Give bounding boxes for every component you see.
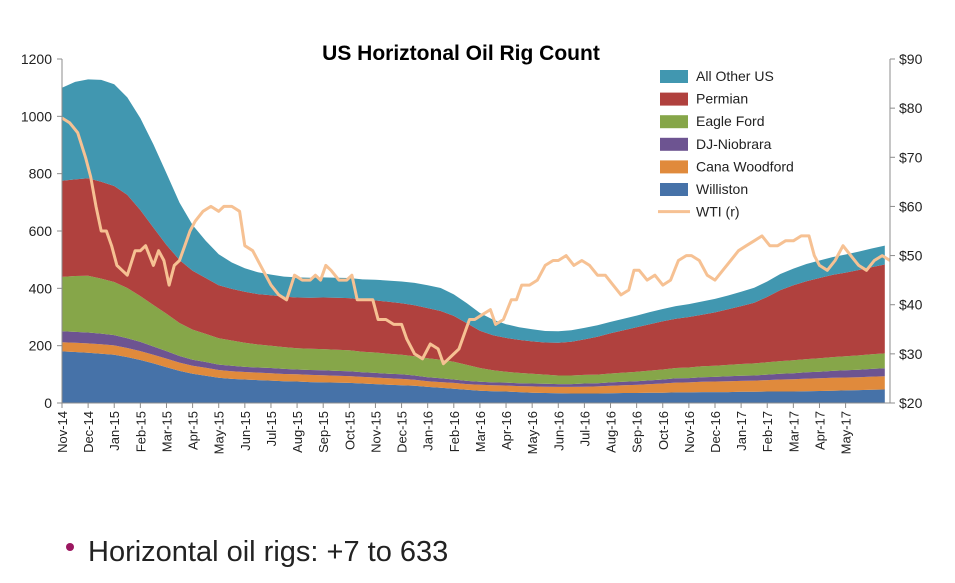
wti-line	[61, 116, 891, 366]
area-permian	[62, 178, 885, 376]
x-tick-label: Nov-15	[368, 411, 383, 453]
legend-label: WTI (r)	[696, 204, 740, 220]
x-tick-label: Nov-14	[55, 411, 70, 453]
legend-label: Cana Woodford	[696, 158, 794, 174]
y-left-tick-label: 1000	[21, 108, 52, 124]
x-tick-label: Mar-16	[473, 411, 488, 452]
bullet-dot-icon	[66, 543, 74, 552]
rig-count-chart: US Horiztonal Oil Rig Count 0 200 400 600 80…	[21, 42, 923, 454]
y-left-tick-label: 400	[29, 280, 53, 296]
x-tick-label: Mar-17	[786, 411, 801, 452]
x-tick-label: Dec-16	[708, 411, 723, 453]
x-tick-label: Sep-16	[630, 411, 645, 453]
x-tick-label: Nov-16	[682, 411, 697, 453]
legend-swatch	[660, 160, 688, 174]
area-eagle-ford	[62, 275, 885, 385]
x-tick-label: Apr-16	[499, 411, 514, 450]
y-right-tick-label: $70	[899, 149, 923, 165]
legend-swatch	[660, 92, 688, 106]
x-tick-label: May-17	[839, 411, 854, 454]
x-tick-label: Jan-15	[107, 411, 122, 451]
legend-item-williston: Williston	[660, 181, 748, 197]
x-tick-label: Jul-16	[577, 411, 592, 446]
x-tick-label: Mar-15	[159, 411, 174, 452]
legend-label: Eagle Ford	[696, 113, 764, 129]
legend-swatch	[660, 115, 688, 129]
legend-item-eagle-ford: Eagle Ford	[660, 113, 764, 129]
x-tick-label: Jan-16	[421, 411, 436, 451]
y-left-tick-label: 600	[29, 223, 53, 239]
y-right-tick-label: $40	[899, 297, 923, 313]
legend-item-wti-r: WTI (r)	[658, 204, 740, 220]
x-tick-label: Feb-17	[760, 411, 775, 452]
axes: 0 200 400 600 800 1000 1200 $20 $30 $40 $50 $60 $70 $…	[21, 51, 923, 454]
bullet-item: Horizontal oil rigs: +7 to 633	[66, 536, 448, 569]
x-tick-label: Sep-15	[316, 411, 331, 453]
y-right-tick-label: $80	[899, 100, 923, 116]
legend-swatch	[660, 70, 688, 83]
y-right-tick-label: $20	[899, 395, 923, 411]
x-tick-label: Jul-15	[264, 411, 279, 446]
x-tick-label: Feb-15	[133, 411, 148, 452]
y-right-tick-label: $90	[899, 51, 923, 67]
legend: All Other US Permian Eagle Ford DJ-Niobrara…	[658, 68, 794, 220]
y-left-tick-label: 200	[29, 338, 53, 354]
chart-title: US Horiztonal Oil Rig Count	[322, 42, 600, 65]
y-left-tick-label: 1200	[21, 51, 52, 67]
x-tick-label: Dec-15	[395, 411, 410, 453]
y-right-tick-label: $60	[899, 198, 923, 214]
legend-label: Williston	[696, 181, 748, 197]
x-tick-label: Apr-17	[812, 411, 827, 450]
legend-item-dj-niobrara: DJ-Niobrara	[660, 136, 772, 152]
x-tick-label: May-15	[212, 411, 227, 454]
x-tick-label: Aug-16	[604, 411, 619, 453]
x-tick-label: Jun-15	[238, 411, 253, 451]
x-tick-label: May-16	[525, 411, 540, 454]
x-tick-label: Jan-17	[734, 411, 749, 451]
x-tick-label: Feb-16	[447, 411, 462, 452]
y-right-tick-label: $30	[899, 346, 923, 362]
x-tick-label: Oct-15	[342, 411, 357, 450]
legend-swatch	[660, 137, 688, 151]
area-dj-niobrara	[62, 331, 885, 387]
bullet-text: Horizontal oil rigs: +7 to 633	[88, 536, 449, 568]
y-left-tick-label: 800	[29, 166, 53, 182]
legend-label: All Other US	[696, 68, 774, 84]
x-tick-label: Jun-16	[551, 411, 566, 451]
y-right-tick-label: $50	[899, 248, 923, 264]
area-cana-woodford	[62, 342, 885, 394]
legend-label: DJ-Niobrara	[696, 136, 772, 152]
legend-label: Permian	[696, 91, 748, 107]
legend-item-permian: Permian	[660, 91, 748, 107]
wti-line-group	[61, 116, 891, 366]
x-tick-label: Apr-15	[186, 411, 201, 450]
x-tick-label: Oct-16	[656, 411, 671, 450]
x-tick-label: Dec-14	[81, 411, 96, 453]
area-williston	[62, 351, 885, 403]
y-left-tick-label: 0	[44, 395, 52, 411]
x-tick-label: Aug-15	[290, 411, 305, 453]
legend-item-all-other-us: All Other US	[660, 68, 774, 84]
legend-item-cana-woodford: Cana Woodford	[660, 158, 794, 174]
legend-swatch	[660, 183, 688, 196]
